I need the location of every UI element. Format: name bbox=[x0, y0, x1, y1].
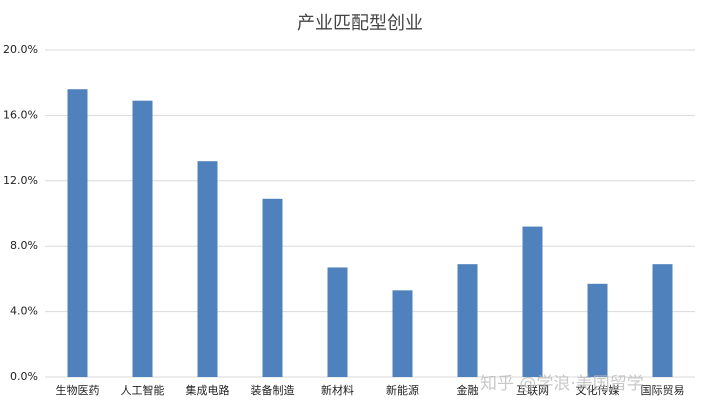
bar bbox=[132, 100, 153, 377]
bar bbox=[652, 264, 673, 377]
x-tick-label: 国际贸易 bbox=[641, 384, 685, 397]
bar bbox=[587, 283, 608, 377]
y-tick-label: 20.0% bbox=[3, 43, 38, 56]
x-tick-label: 文化传媒 bbox=[576, 383, 620, 397]
y-tick-label: 4.0% bbox=[10, 305, 38, 318]
watermark: 知乎 @学浪·美国留学 bbox=[480, 374, 644, 394]
x-tick-label: 集成电路 bbox=[186, 383, 230, 397]
x-tick-label: 金融 bbox=[457, 383, 479, 397]
bar bbox=[392, 290, 413, 377]
bar bbox=[522, 226, 543, 377]
bar bbox=[457, 264, 478, 377]
x-tick-label: 装备制造 bbox=[251, 383, 295, 397]
bar bbox=[327, 267, 348, 377]
y-tick-label: 8.0% bbox=[10, 239, 38, 252]
bar bbox=[67, 89, 88, 378]
y-tick-label: 16.0% bbox=[3, 108, 38, 121]
x-tick-label: 新能源 bbox=[386, 383, 419, 397]
y-tick-label: 12.0% bbox=[3, 174, 38, 187]
x-tick-label: 互联网 bbox=[516, 384, 549, 397]
x-tick-label: 生物医药 bbox=[56, 383, 100, 397]
bar bbox=[262, 198, 283, 377]
x-tick-label: 人工智能 bbox=[121, 383, 165, 397]
bar bbox=[197, 161, 218, 377]
y-tick-label: 0.0% bbox=[10, 370, 38, 383]
chart-title: 产业匹配型创业 bbox=[297, 13, 423, 34]
x-tick-label: 新材料 bbox=[321, 383, 354, 397]
